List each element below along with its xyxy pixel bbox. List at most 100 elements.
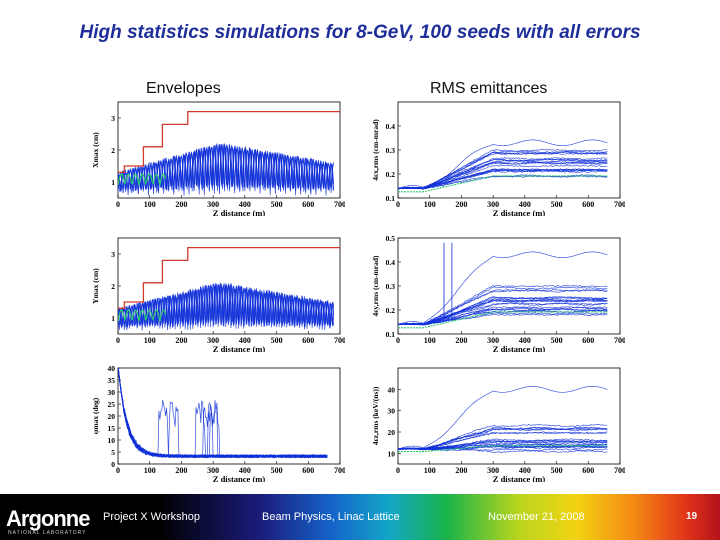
x-tick-label: 100 [424, 466, 436, 475]
series-group [398, 242, 608, 329]
plot-frame [117, 367, 341, 465]
y-axis-label: 4εx,rms (cm-mrad) [371, 119, 380, 181]
x-tick-label: 200 [455, 336, 467, 345]
phase-envelope-plot: 0 100 200 300 400 500 600 700 0 5 10 15 20 25 30 35 40 Z … [90, 362, 345, 482]
y-tick-label: 35 [108, 376, 116, 385]
x-tick-label: 500 [551, 336, 563, 345]
y-tick-label: 3 [111, 114, 115, 123]
emittance-trace [398, 164, 608, 190]
mean-emittance-trace [398, 175, 608, 193]
x-tick-label: 600 [582, 466, 594, 475]
x-tick-label: 300 [487, 466, 499, 475]
xmax-envelope-plot: 0 100 200 300 400 500 600 700 1 2 3 Z distance (m) X… [90, 96, 345, 216]
emittance-trace [398, 175, 608, 190]
x-tick-label: 400 [519, 336, 531, 345]
y-tick-label: 0.3 [386, 282, 396, 291]
y-tick-label: 5 [111, 448, 115, 457]
x-tick-label: 0 [396, 466, 400, 475]
y-tick-label: 2 [111, 282, 115, 291]
y-tick-label: 0.5 [386, 234, 396, 243]
series-group [118, 110, 340, 196]
page-number: 19 [686, 511, 698, 522]
x-axis-label: Z distance (m) [213, 208, 266, 216]
argonne-logo-subtitle: NATIONAL LABORATORY [8, 530, 87, 536]
y-tick-label: 0 [111, 460, 115, 469]
x-axis-label: Z distance (m) [213, 344, 266, 352]
envelope-trace [118, 143, 334, 193]
y-tick-label: 20 [108, 412, 116, 421]
envelope-trace [118, 283, 335, 328]
x-tick-label: 300 [207, 466, 219, 475]
y-axis-label: Xmax (cm) [91, 132, 100, 168]
x-tick-label: 0 [396, 200, 400, 209]
y-tick-label: 10 [388, 449, 396, 458]
emittance-trace [398, 251, 608, 325]
y-tick-label: 0.3 [386, 146, 396, 155]
x-tick-label: 700 [614, 466, 625, 475]
series-group [118, 368, 328, 459]
emittance-trace [398, 286, 608, 325]
rms-envelope-trace [118, 173, 167, 186]
x-tick-label: 100 [424, 200, 436, 209]
x-tick-label: 200 [175, 466, 187, 475]
x-tick-label: 300 [487, 200, 499, 209]
emittance-trace [398, 296, 608, 326]
emittance-trace [398, 151, 608, 190]
footer-bar [0, 494, 720, 540]
x-tick-label: 400 [239, 466, 251, 475]
x-tick-label: 400 [239, 336, 251, 345]
x-tick-label: 500 [271, 336, 283, 345]
x-tick-label: 600 [582, 200, 594, 209]
footer-topic: Beam Physics, Linac Lattice [262, 511, 400, 523]
emittance-trace [398, 447, 608, 454]
x-tick-label: 100 [144, 466, 156, 475]
y-tick-label: 0.1 [386, 330, 396, 339]
x-tick-label: 100 [424, 336, 436, 345]
argonne-logo: Argonne [6, 506, 90, 531]
emittance-trace [398, 308, 608, 326]
y-tick-label: 3 [111, 250, 115, 259]
emittance-trace [398, 151, 608, 190]
x-tick-label: 0 [116, 200, 120, 209]
x-tick-label: 200 [455, 466, 467, 475]
aperture-line [118, 110, 340, 174]
x-axis-label: Z distance (m) [493, 474, 546, 482]
x-tick-label: 400 [519, 466, 531, 475]
y-tick-label: 30 [108, 388, 116, 397]
x-tick-label: 500 [271, 466, 283, 475]
emittance-trace [398, 438, 608, 450]
x-tick-label: 600 [302, 466, 314, 475]
x-tick-label: 300 [207, 336, 219, 345]
emittance-trace [398, 431, 608, 450]
x-tick-label: 700 [334, 200, 345, 209]
x-tick-label: 200 [175, 336, 187, 345]
x-tick-label: 300 [487, 336, 499, 345]
x-tick-label: 500 [551, 466, 563, 475]
emittance-trace [398, 385, 608, 450]
phase-trace [118, 368, 328, 459]
x-tick-label: 300 [207, 200, 219, 209]
y-tick-label: 1 [111, 314, 115, 323]
footer-workshop: Project X Workshop [103, 511, 201, 523]
x-tick-label: 600 [582, 336, 594, 345]
x-tick-label: 600 [302, 336, 314, 345]
y-axis-label: 4εy,rms (cm-mrad) [371, 255, 380, 317]
x-tick-label: 200 [175, 200, 187, 209]
emittance-trace [398, 445, 608, 450]
series-group [398, 139, 608, 193]
y-tick-label: 15 [108, 424, 116, 433]
x-tick-label: 0 [396, 336, 400, 345]
z-emittance-plot: 0 100 200 300 400 500 600 700 10 20 30 40 Z distance… [370, 362, 625, 482]
slide-title: High statistics simulations for 8-GeV, 1… [79, 22, 641, 43]
y-tick-label: 20 [388, 428, 396, 437]
envelopes-heading: Envelopes [146, 80, 221, 97]
y-tick-label: 0.1 [386, 194, 396, 203]
y-axis-label: φmax (deg) [91, 397, 100, 434]
series-group [398, 385, 608, 454]
y-tick-label: 0.4 [386, 122, 396, 131]
series-group [118, 246, 340, 331]
x-tick-label: 100 [144, 200, 156, 209]
x-tick-label: 500 [271, 200, 283, 209]
x-tick-label: 600 [302, 200, 314, 209]
y-tick-label: 0.2 [386, 170, 396, 179]
